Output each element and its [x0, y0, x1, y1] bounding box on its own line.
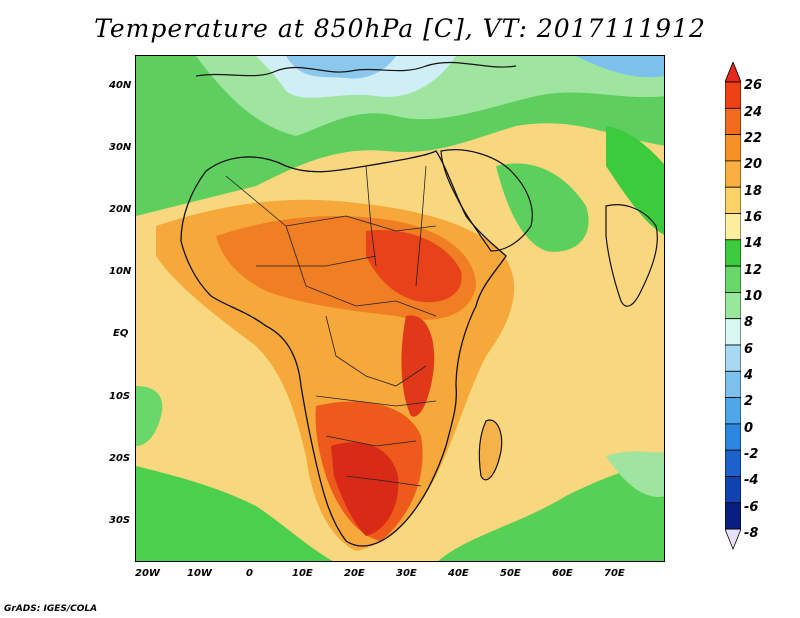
colorbar — [725, 62, 741, 551]
colorbar-label-18: 18 — [744, 184, 763, 199]
lon-label-50e: 50E — [500, 568, 521, 579]
lat-label-20n: 20N — [109, 204, 132, 215]
colorbar-segment — [725, 370, 741, 398]
iran-green — [606, 126, 664, 235]
lon-label-0: 0 — [246, 568, 253, 579]
colorbar-label-10: 10 — [744, 289, 763, 304]
madagascar-outline — [478, 419, 503, 481]
colorbar-segment — [725, 134, 741, 162]
colorbar-label-2: 2 — [744, 394, 754, 409]
colorbar-label-neg6: -6 — [744, 500, 759, 515]
colorbar-segment — [725, 449, 741, 477]
colorbar-label-26: 26 — [744, 78, 763, 93]
lon-label-30e: 30E — [396, 568, 417, 579]
colorbar-segment — [725, 318, 741, 346]
colorbar-segment — [725, 213, 741, 241]
europe-coastline — [195, 61, 517, 77]
country-borders — [225, 165, 437, 487]
colorbar-label-neg4: -4 — [744, 473, 759, 488]
colorbar-label-0: 0 — [744, 421, 754, 436]
lat-label-20s: 20S — [109, 453, 131, 464]
grads-credit: GrADS: IGES/COLA — [4, 604, 98, 614]
lon-label-70e: 70E — [604, 568, 625, 579]
colorbar-label-14: 14 — [744, 236, 763, 251]
africa-coastline — [180, 150, 507, 547]
arabia-outline — [440, 149, 533, 252]
colorbar-segment — [725, 81, 741, 109]
colorbar-bottom-arrow — [725, 528, 741, 551]
cold-pool-med-core — [286, 56, 396, 79]
lon-label-20e: 20E — [344, 568, 365, 579]
hot-core-rift — [401, 315, 435, 417]
cool-band-se — [438, 461, 664, 561]
lon-label-40e: 40E — [448, 568, 469, 579]
colorbar-label-neg8: -8 — [744, 526, 759, 541]
colorbar-label-6: 6 — [744, 342, 754, 357]
colorbar-segment — [725, 265, 741, 293]
lat-label-30s: 30S — [109, 515, 131, 526]
colorbar-segment — [725, 186, 741, 214]
colorbar-segment — [725, 476, 741, 504]
lon-label-10e: 10E — [292, 568, 313, 579]
lat-label-10n: 10N — [109, 266, 132, 277]
map-title: Temperature at 850hPa [C], VT: 201711191… — [94, 14, 706, 43]
colorbar-segment — [725, 239, 741, 267]
cool-patch-indian — [606, 451, 664, 497]
india-outline — [605, 204, 658, 307]
lon-label-60e: 60E — [552, 568, 573, 579]
cool-band-sw — [136, 466, 333, 561]
temperature-map — [135, 55, 665, 562]
colorbar-label-4: 4 — [744, 368, 754, 383]
lat-label-30n: 30N — [109, 142, 132, 153]
colorbar-segment — [725, 160, 741, 188]
colorbar-segment — [725, 423, 741, 451]
hot-core-sudan — [366, 230, 462, 303]
arabia-green — [496, 163, 589, 252]
hot-core-kalahari — [331, 442, 399, 536]
map-canvas — [136, 56, 664, 561]
colorbar-top-arrow — [725, 62, 741, 83]
colorbar-segment — [725, 397, 741, 425]
colorbar-label-8: 8 — [744, 315, 754, 330]
lat-label-40n: 40N — [109, 80, 132, 91]
colorbar-label-16: 16 — [744, 210, 763, 225]
lat-label-eq: EQ — [113, 328, 129, 339]
lon-label-20w: 20W — [135, 568, 160, 579]
cool-patch-atlantic — [136, 386, 163, 446]
colorbar-label-24: 24 — [744, 105, 763, 120]
colorbar-label-22: 22 — [744, 131, 763, 146]
colorbar-label-neg2: -2 — [744, 447, 759, 462]
colorbar-label-12: 12 — [744, 263, 763, 278]
cold-pool-ne — [576, 56, 664, 78]
colorbar-label-20: 20 — [744, 157, 763, 172]
lat-label-10s: 10S — [109, 391, 131, 402]
colorbar-segment — [725, 291, 741, 320]
lon-label-10w: 10W — [187, 568, 212, 579]
colorbar-segment — [725, 502, 741, 530]
colorbar-segment — [725, 107, 741, 135]
colorbar-segment — [725, 344, 741, 372]
